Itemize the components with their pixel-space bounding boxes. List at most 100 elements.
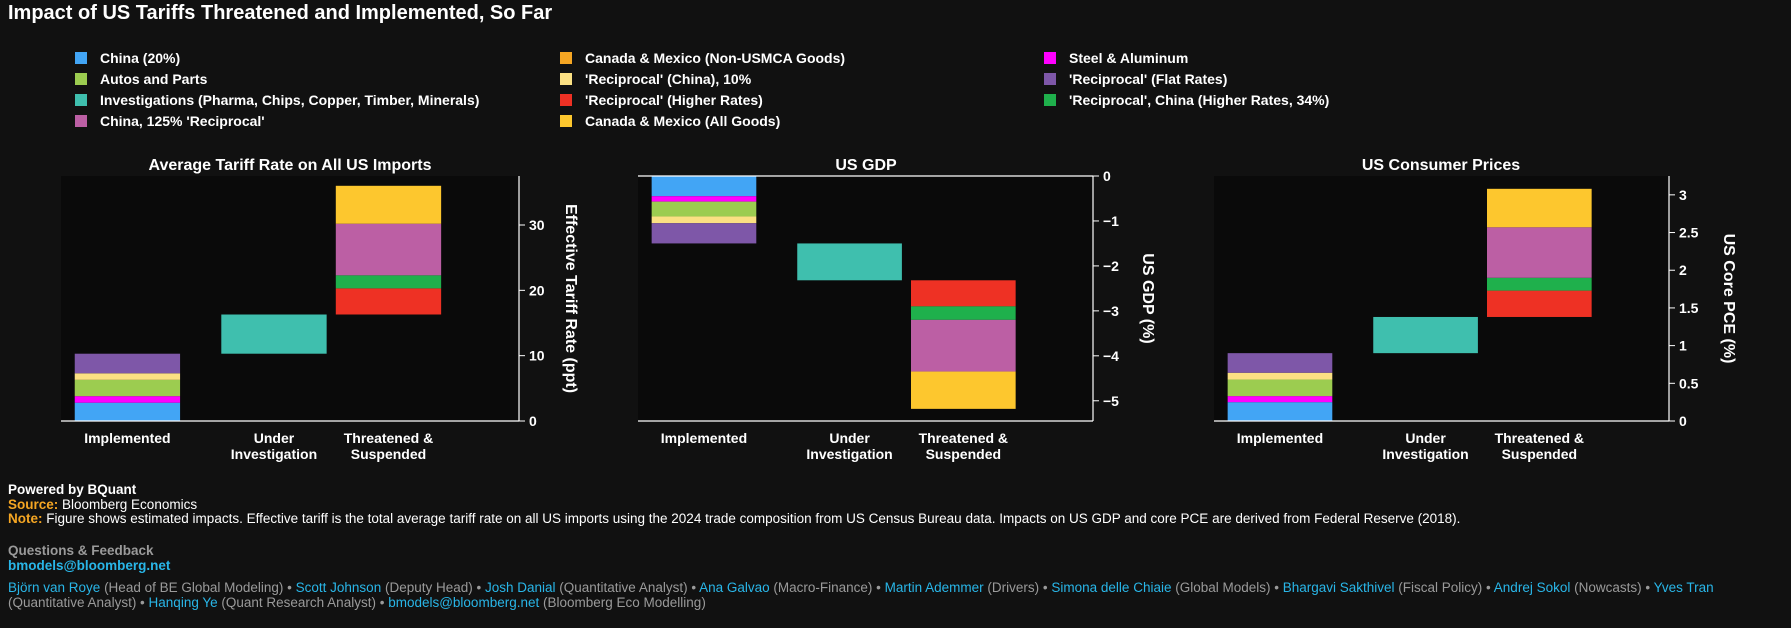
bar-segment (1487, 277, 1592, 291)
legend-label: 'Reciprocal' (Higher Rates) (585, 92, 763, 108)
x-tick-label: Implemented (661, 430, 747, 446)
questions-line: Questions & Feedback (8, 543, 154, 558)
bar-segment (335, 288, 442, 315)
y-tick-label: 1.5 (1679, 300, 1699, 316)
credit-name: Josh Danial (484, 580, 556, 595)
legend-label: Canada & Mexico (Non-USMCA Goods) (585, 50, 846, 66)
credit-role: (Deputy Head) • (381, 580, 485, 595)
powered-by: Powered by BQuant (8, 482, 136, 497)
y-tick-label: 2.5 (1679, 225, 1699, 241)
legend-item: Investigations (Pharma, Chips, Copper, T… (75, 92, 479, 108)
note-label: Note: (8, 511, 43, 526)
legend-item: Steel & Aluminum (1044, 50, 1188, 66)
x-tick-label: Suspended (926, 446, 1001, 462)
bar-segment (1227, 353, 1333, 373)
x-tick-label: Implemented (1237, 430, 1323, 446)
x-tick-label: Investigation (1382, 446, 1468, 462)
source-label: Source: (8, 497, 59, 512)
y-tick-label: 10 (529, 348, 545, 364)
credit-role: (Head of BE Global Modeling) • (100, 580, 296, 595)
bar-segment (335, 275, 442, 289)
legend-item: Autos and Parts (75, 71, 207, 87)
x-tick-label: Investigation (231, 446, 317, 462)
legend-swatch (75, 52, 87, 64)
x-tick-label: Investigation (806, 446, 892, 462)
bar-segment (797, 243, 902, 281)
note-line: Note: Figure shows estimated impacts. Ef… (8, 511, 1460, 526)
legend-item: 'Reciprocal' (China), 10% (560, 71, 751, 87)
credit-name: Yves Tran (1653, 580, 1714, 595)
legend-swatch (560, 52, 572, 64)
credit-name: bmodels@bloomberg.net (388, 595, 540, 610)
credit-role: (Quantitative Analyst) • (8, 595, 149, 610)
credit-role: (Macro-Finance) • (769, 580, 885, 595)
bar-segment (651, 196, 757, 202)
legend-label: Canada & Mexico (All Goods) (585, 113, 781, 129)
bar-segment (911, 371, 1016, 409)
legend-item: 'Reciprocal' (Higher Rates) (560, 92, 763, 108)
credit-role: (Nowcasts) • (1570, 580, 1654, 595)
bar-segment (911, 319, 1016, 372)
x-tick-label: Implemented (84, 430, 170, 446)
y-axis-label: US Core PCE (%) (1720, 234, 1737, 364)
credit-role: (Drivers) • (983, 580, 1052, 595)
bar-segment (651, 176, 757, 197)
legend-swatch (560, 115, 572, 127)
legend-swatch (1044, 94, 1056, 106)
x-tick-label: Under (1405, 430, 1446, 446)
legend-swatch (560, 73, 572, 85)
powered-by-text: Powered by BQuant (8, 482, 137, 497)
bar-segment (1227, 402, 1333, 421)
bar-segment (911, 306, 1016, 320)
credit-name: Martin Ademmer (884, 580, 984, 595)
credit-name: Hanqing Ye (148, 595, 218, 610)
bar-segment (1227, 372, 1333, 380)
bar-segment (1227, 396, 1333, 403)
credit-role: (Bloomberg Eco Modelling) (539, 595, 706, 610)
credit-role: (Quant Research Analyst) • (217, 595, 389, 610)
y-tick-label: 0.5 (1679, 375, 1699, 391)
y-tick-label: 3 (1679, 187, 1687, 203)
legend-item: China (20%) (75, 50, 180, 66)
x-tick-label: Threatened & (919, 430, 1008, 446)
x-tick-label: Suspended (1502, 446, 1577, 462)
y-tick-label: 0 (1103, 168, 1111, 184)
y-tick-label: 2 (1679, 262, 1687, 278)
credit-name: Björn van Roye (8, 580, 101, 595)
y-axis-label: US GDP (%) (1139, 253, 1156, 343)
bar-segment (74, 353, 181, 374)
bar-segment (911, 280, 1016, 307)
bar-segment (221, 314, 327, 354)
legend-label: 'Reciprocal', China (Higher Rates, 34%) (1069, 92, 1330, 108)
bar-segment (74, 379, 181, 397)
credit-role: (Quantitative Analyst) • (555, 580, 700, 595)
note-text: Figure shows estimated impacts. Effectiv… (42, 511, 1461, 526)
x-tick-label: Under (254, 430, 295, 446)
source-text: Bloomberg Economics (58, 497, 198, 512)
page-title: Impact of US Tariffs Threatened and Impl… (8, 2, 553, 24)
legend-label: China (20%) (100, 50, 181, 66)
y-tick-label: −4 (1103, 348, 1119, 364)
feedback-email-link[interactable]: bmodels@bloomberg.net (8, 558, 171, 573)
y-tick-label: 30 (529, 217, 545, 233)
legend-item: 'Reciprocal', China (Higher Rates, 34%) (1044, 92, 1329, 108)
bar-segment (651, 201, 757, 217)
credit-name: Scott Johnson (295, 580, 382, 595)
bar-segment (1227, 379, 1333, 397)
legend-item: Canada & Mexico (All Goods) (560, 113, 780, 129)
y-tick-label: −1 (1103, 213, 1119, 229)
bar-segment (335, 223, 442, 276)
bar-segment (74, 402, 181, 421)
bar-segment (335, 185, 442, 224)
y-axis-label: Effective Tariff Rate (ppt) (562, 204, 579, 393)
email-line: bmodels@bloomberg.net (8, 558, 170, 573)
y-tick-label: 20 (529, 282, 545, 298)
bar-segment (1487, 188, 1592, 228)
credit-role: (Fiscal Policy) • (1394, 580, 1494, 595)
x-tick-label: Suspended (351, 446, 426, 462)
y-tick-label: 0 (529, 413, 537, 429)
chart-title: US GDP (835, 157, 897, 174)
charts-area: Average Tariff Rate on All US Imports010… (61, 157, 1737, 462)
y-tick-label: 1 (1679, 338, 1687, 354)
x-tick-label: Threatened & (344, 430, 433, 446)
